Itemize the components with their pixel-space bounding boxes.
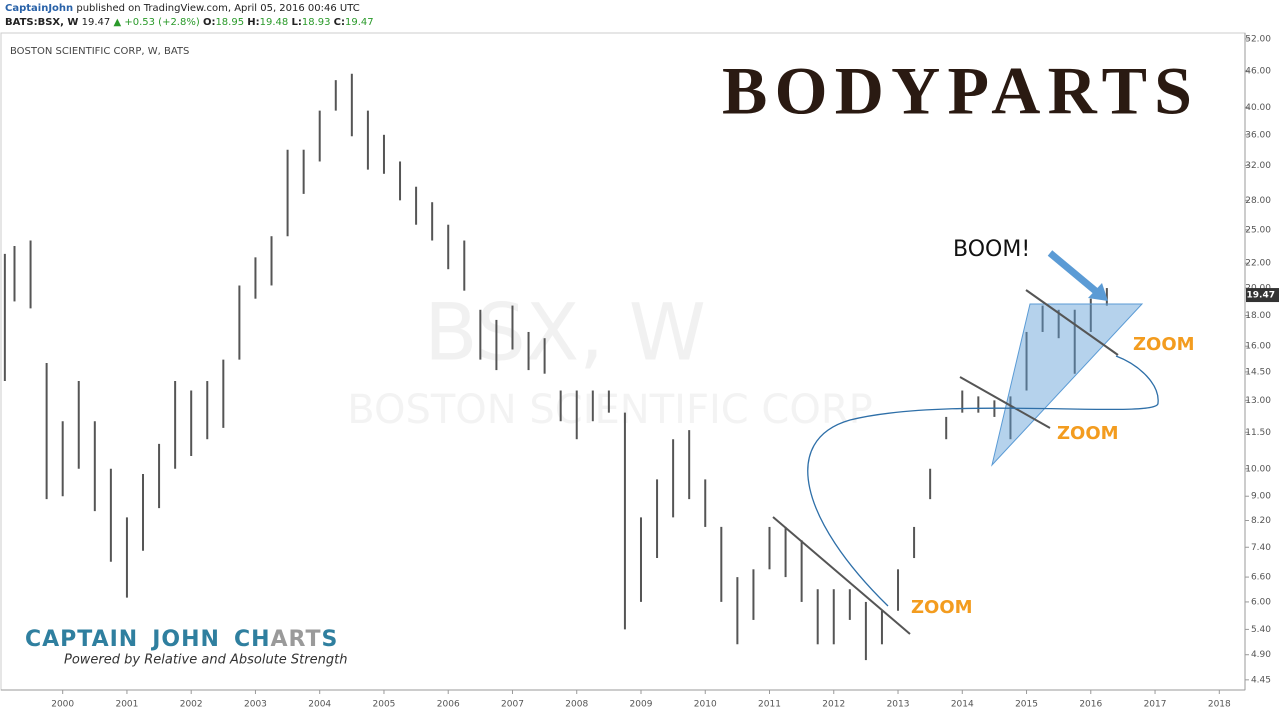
x-tick-label: 2011 <box>758 700 781 710</box>
x-tick-label: 2000 <box>51 700 74 710</box>
last-price-label: 19.47 <box>1247 291 1275 301</box>
chart-title: BOSTON SCIENTIFIC CORP, W, BATS <box>10 46 189 57</box>
y-tick-label: 8.20 <box>1251 516 1271 526</box>
y-tick-label: 22.00 <box>1245 259 1271 269</box>
x-tick-label: 2014 <box>951 700 974 710</box>
x-tick-label: 2001 <box>115 700 138 710</box>
y-tick-label: 9.00 <box>1251 492 1271 502</box>
x-tick-label: 2005 <box>373 700 396 710</box>
y-tick-label: 40.00 <box>1245 103 1271 113</box>
brand-part: JOHN <box>150 627 220 652</box>
trend-line <box>959 376 1051 429</box>
annotation: ZOOM <box>1133 334 1195 355</box>
y-tick-label: 6.60 <box>1251 573 1271 583</box>
l-label: L: <box>291 17 302 28</box>
y-tick-label: 16.00 <box>1245 342 1271 352</box>
published: published on TradingView.com, April 05, … <box>76 3 360 14</box>
change: ▲ +0.53 (+2.8%) <box>113 17 200 28</box>
x-tick-label: 2010 <box>694 700 717 710</box>
y-tick-label: 7.40 <box>1251 543 1271 553</box>
o-label: O: <box>202 17 216 28</box>
c-label: C: <box>333 17 346 28</box>
open: 18.95 <box>215 17 245 28</box>
high: 19.48 <box>259 17 289 28</box>
y-tick-label: 28.00 <box>1245 196 1271 206</box>
x-tick-label: 2002 <box>180 700 203 710</box>
curve-arrow <box>807 355 1159 607</box>
x-tick-label: 2004 <box>308 700 331 710</box>
y-tick-label: 11.50 <box>1245 428 1271 438</box>
brand-part: ART <box>271 627 322 652</box>
y-tick-label: 25.00 <box>1245 225 1271 235</box>
x-tick-label: 2008 <box>565 700 588 710</box>
y-tick-label: 52.00 <box>1245 34 1271 44</box>
trend-line <box>772 516 911 635</box>
close: 19.47 <box>345 17 374 28</box>
y-tick-label: 5.40 <box>1251 625 1271 635</box>
x-tick-label: 2012 <box>822 700 845 710</box>
boom-arrowhead <box>1088 283 1108 301</box>
y-tick-label: 18.00 <box>1245 311 1271 321</box>
y-tick-label: 36.00 <box>1245 130 1271 140</box>
x-tick-label: 2007 <box>501 700 524 710</box>
low: 18.93 <box>301 17 331 28</box>
x-tick-label: 2009 <box>630 700 653 710</box>
annotation: BOOM! <box>953 237 1030 262</box>
last-price: 19.47 <box>81 17 111 28</box>
boom-arrow <box>1047 250 1101 296</box>
trend-line <box>1025 289 1119 356</box>
x-tick-label: 2016 <box>1079 700 1102 710</box>
y-tick-label: 13.00 <box>1245 396 1271 406</box>
annotation: ZOOM <box>1057 423 1119 444</box>
last-price-tag <box>1246 288 1279 303</box>
x-tick-label: 2003 <box>244 700 267 710</box>
tagline: Powered by Relative and Absolute Strengt… <box>64 653 347 668</box>
author: CaptainJohn <box>5 3 74 14</box>
y-tick-label: 32.00 <box>1245 161 1271 171</box>
watermark: BSX, W <box>424 288 706 378</box>
x-tick-label: 2006 <box>437 700 460 710</box>
brand-part: CAPTAIN <box>25 627 138 652</box>
watermark-subtitle: BOSTON SCIENTIFIC CORP <box>347 387 873 433</box>
annotation: ZOOM <box>911 597 973 618</box>
quote-line: BATS:BSX, W 19.47 ▲ +0.53 (+2.8%) O:18.9… <box>5 17 374 28</box>
y-tick-label: 4.45 <box>1251 675 1271 685</box>
y-tick-label: 46.00 <box>1245 66 1271 76</box>
brand-part: S <box>322 627 339 652</box>
x-tick-label: 2018 <box>1208 700 1231 710</box>
y-tick-label: 14.50 <box>1245 367 1271 377</box>
y-tick-label: 6.00 <box>1251 597 1271 607</box>
x-tick-label: 2013 <box>887 700 910 710</box>
x-tick-label: 2017 <box>1144 700 1167 710</box>
header: CaptainJohn published on TradingView.com… <box>0 0 1280 33</box>
brand-name: CAPTAIN JOHN CHARTS <box>25 627 338 652</box>
price-bars <box>3 73 1108 661</box>
h-label: H: <box>247 17 260 28</box>
symbol: BATS:BSX, W <box>5 17 79 28</box>
x-tick-label: 2015 <box>1015 700 1038 710</box>
publish-line: CaptainJohn published on TradingView.com… <box>5 3 360 14</box>
y-tick-label: 4.90 <box>1251 650 1271 660</box>
brand-part: CH <box>234 627 271 652</box>
logo: BODYPARTS <box>722 53 1192 129</box>
y-tick-label: 10.00 <box>1245 464 1271 474</box>
